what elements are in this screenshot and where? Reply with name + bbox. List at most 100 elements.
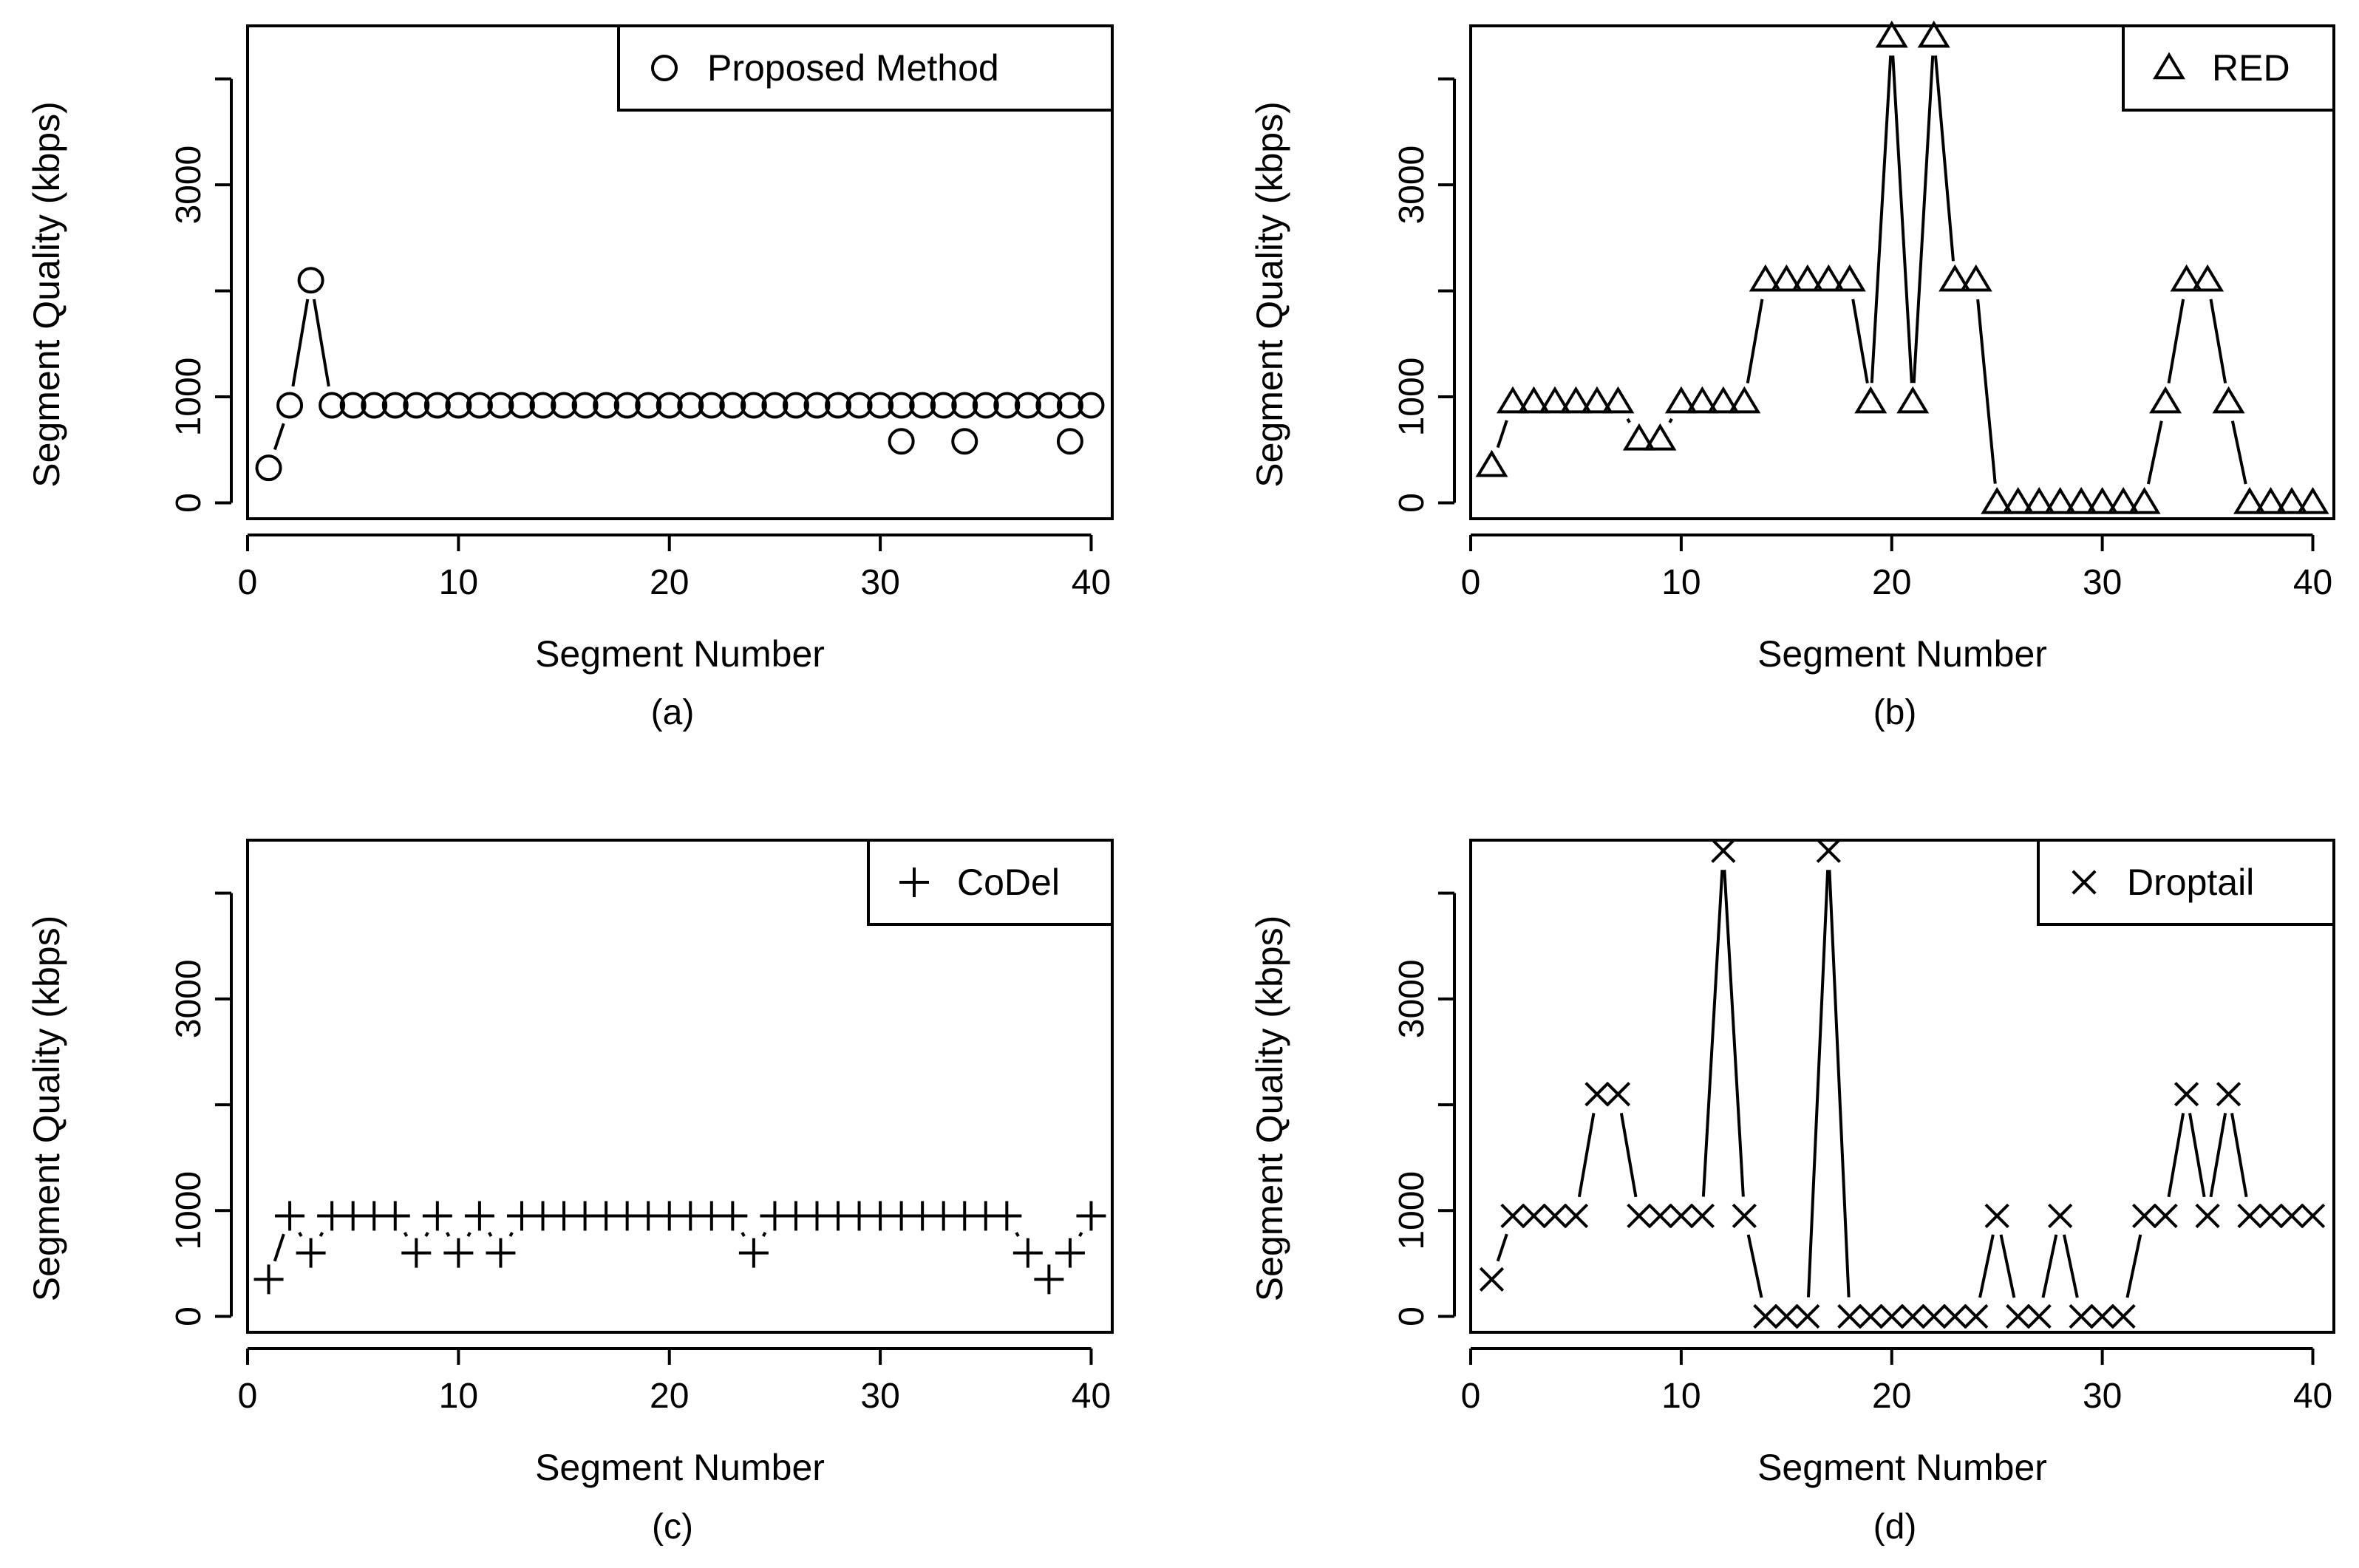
data-point [1664, 386, 1698, 414]
data-point [1711, 838, 1736, 863]
legend-marker [651, 55, 678, 81]
series-line [273, 1232, 1083, 1262]
x-tick-label: 20 [650, 563, 689, 602]
panel-c: 0 10 20 30 40 0 1000 3000 Segment Number Segment … [26, 839, 1114, 1547]
series-segment [2209, 1113, 2227, 1198]
data-point [1563, 1203, 1589, 1229]
data-point [1034, 1264, 1064, 1295]
data-point [380, 1201, 410, 1231]
data-point [2170, 264, 2203, 292]
data-point [464, 1201, 494, 1231]
data-point [1584, 1082, 1610, 1107]
x-tick-label: 40 [1072, 563, 1111, 602]
data-point [1014, 392, 1041, 419]
data-point [253, 1264, 284, 1295]
data-point [529, 392, 556, 419]
data-point [656, 392, 683, 419]
data-point [1938, 264, 1972, 292]
data-point [1900, 1303, 1925, 1329]
data-point [2258, 1203, 2284, 1229]
data-point [276, 392, 304, 419]
data-point [1942, 1303, 1967, 1329]
data-point [2296, 486, 2329, 514]
data-point [1833, 264, 1866, 292]
data-point [613, 392, 641, 419]
x-axis-label: Segment Number [535, 1447, 825, 1488]
series-segment [445, 1232, 451, 1237]
panel-a: 0 10 20 30 40 0 1000 3000 Segment Number Segment … [26, 24, 1114, 732]
data-point [1875, 20, 1908, 48]
plot-frame [1469, 839, 2335, 1334]
y-tick-label: 0 [169, 1306, 208, 1326]
panel-caption: (b) [1873, 693, 1917, 732]
data-point [2131, 1203, 2157, 1229]
series-segment [1933, 55, 1955, 262]
data-point [1791, 264, 1824, 292]
x-tick-label: 10 [439, 1377, 478, 1416]
legend: RED [2122, 24, 2335, 112]
x-tick-label: 10 [439, 563, 478, 602]
x-tick-label: 30 [860, 563, 899, 602]
series-markers [255, 267, 1105, 482]
data-point [1917, 20, 1950, 48]
data-point [803, 392, 831, 419]
y-tick-label: 1000 [169, 358, 208, 437]
series-segment [2209, 299, 2227, 384]
series-segment [1701, 870, 1724, 1197]
legend-marker [2152, 52, 2186, 80]
data-point [718, 1201, 748, 1231]
series-segment [2167, 299, 2185, 384]
data-point [782, 392, 809, 419]
data-point [740, 392, 767, 419]
data-point [1728, 386, 1761, 414]
legend: Droptail [2037, 839, 2335, 926]
data-point [2001, 486, 2035, 514]
panel-b: 0 10 20 30 40 0 1000 3000 Segment Number Segment … [1249, 20, 2335, 732]
legend-marker [2072, 870, 2097, 895]
data-point [1622, 423, 1655, 451]
data-point [487, 392, 514, 419]
data-point [1647, 1203, 1673, 1229]
data-point [993, 392, 1021, 419]
data-point [635, 392, 662, 419]
data-point [339, 392, 367, 419]
x-tick-label: 0 [1461, 563, 1481, 602]
plot-frame [1469, 24, 2335, 520]
series-segment [298, 1232, 303, 1237]
data-point [2069, 1303, 2094, 1329]
y-tick-label: 1000 [1392, 358, 1432, 437]
series-segment [741, 1232, 746, 1237]
data-point [1517, 386, 1550, 414]
data-point [1749, 264, 1782, 292]
x-tick-label: 30 [2083, 563, 2122, 602]
data-point [1753, 1303, 1778, 1329]
x-tick-label: 30 [2083, 1377, 2122, 1416]
series-segment [319, 1232, 324, 1237]
series-segment [2146, 420, 2163, 485]
data-point [761, 392, 789, 419]
series-line [1496, 870, 2248, 1298]
data-point [1816, 838, 1841, 863]
y-tick-label: 1000 [169, 1171, 208, 1250]
series-segment [2230, 420, 2247, 485]
data-point [1644, 423, 1677, 451]
data-point [1959, 264, 1992, 292]
series-segment [2188, 1113, 2206, 1198]
data-point [1056, 392, 1083, 419]
series-segment [1851, 299, 1869, 384]
data-point [296, 1238, 326, 1268]
data-point [1795, 1303, 1820, 1329]
data-point [2275, 486, 2309, 514]
x-tick-label: 40 [2293, 1377, 2332, 1416]
data-point [1055, 1238, 1085, 1268]
panel-caption: (d) [1873, 1507, 1917, 1547]
x-tick-label: 10 [1661, 563, 1701, 602]
data-point [1580, 386, 1613, 414]
panel-caption: (a) [651, 693, 695, 732]
data-point [2026, 1303, 2052, 1329]
data-point [2111, 1303, 2136, 1329]
data-point [422, 1201, 452, 1231]
data-point [401, 1238, 432, 1268]
data-point [2006, 1303, 2031, 1329]
